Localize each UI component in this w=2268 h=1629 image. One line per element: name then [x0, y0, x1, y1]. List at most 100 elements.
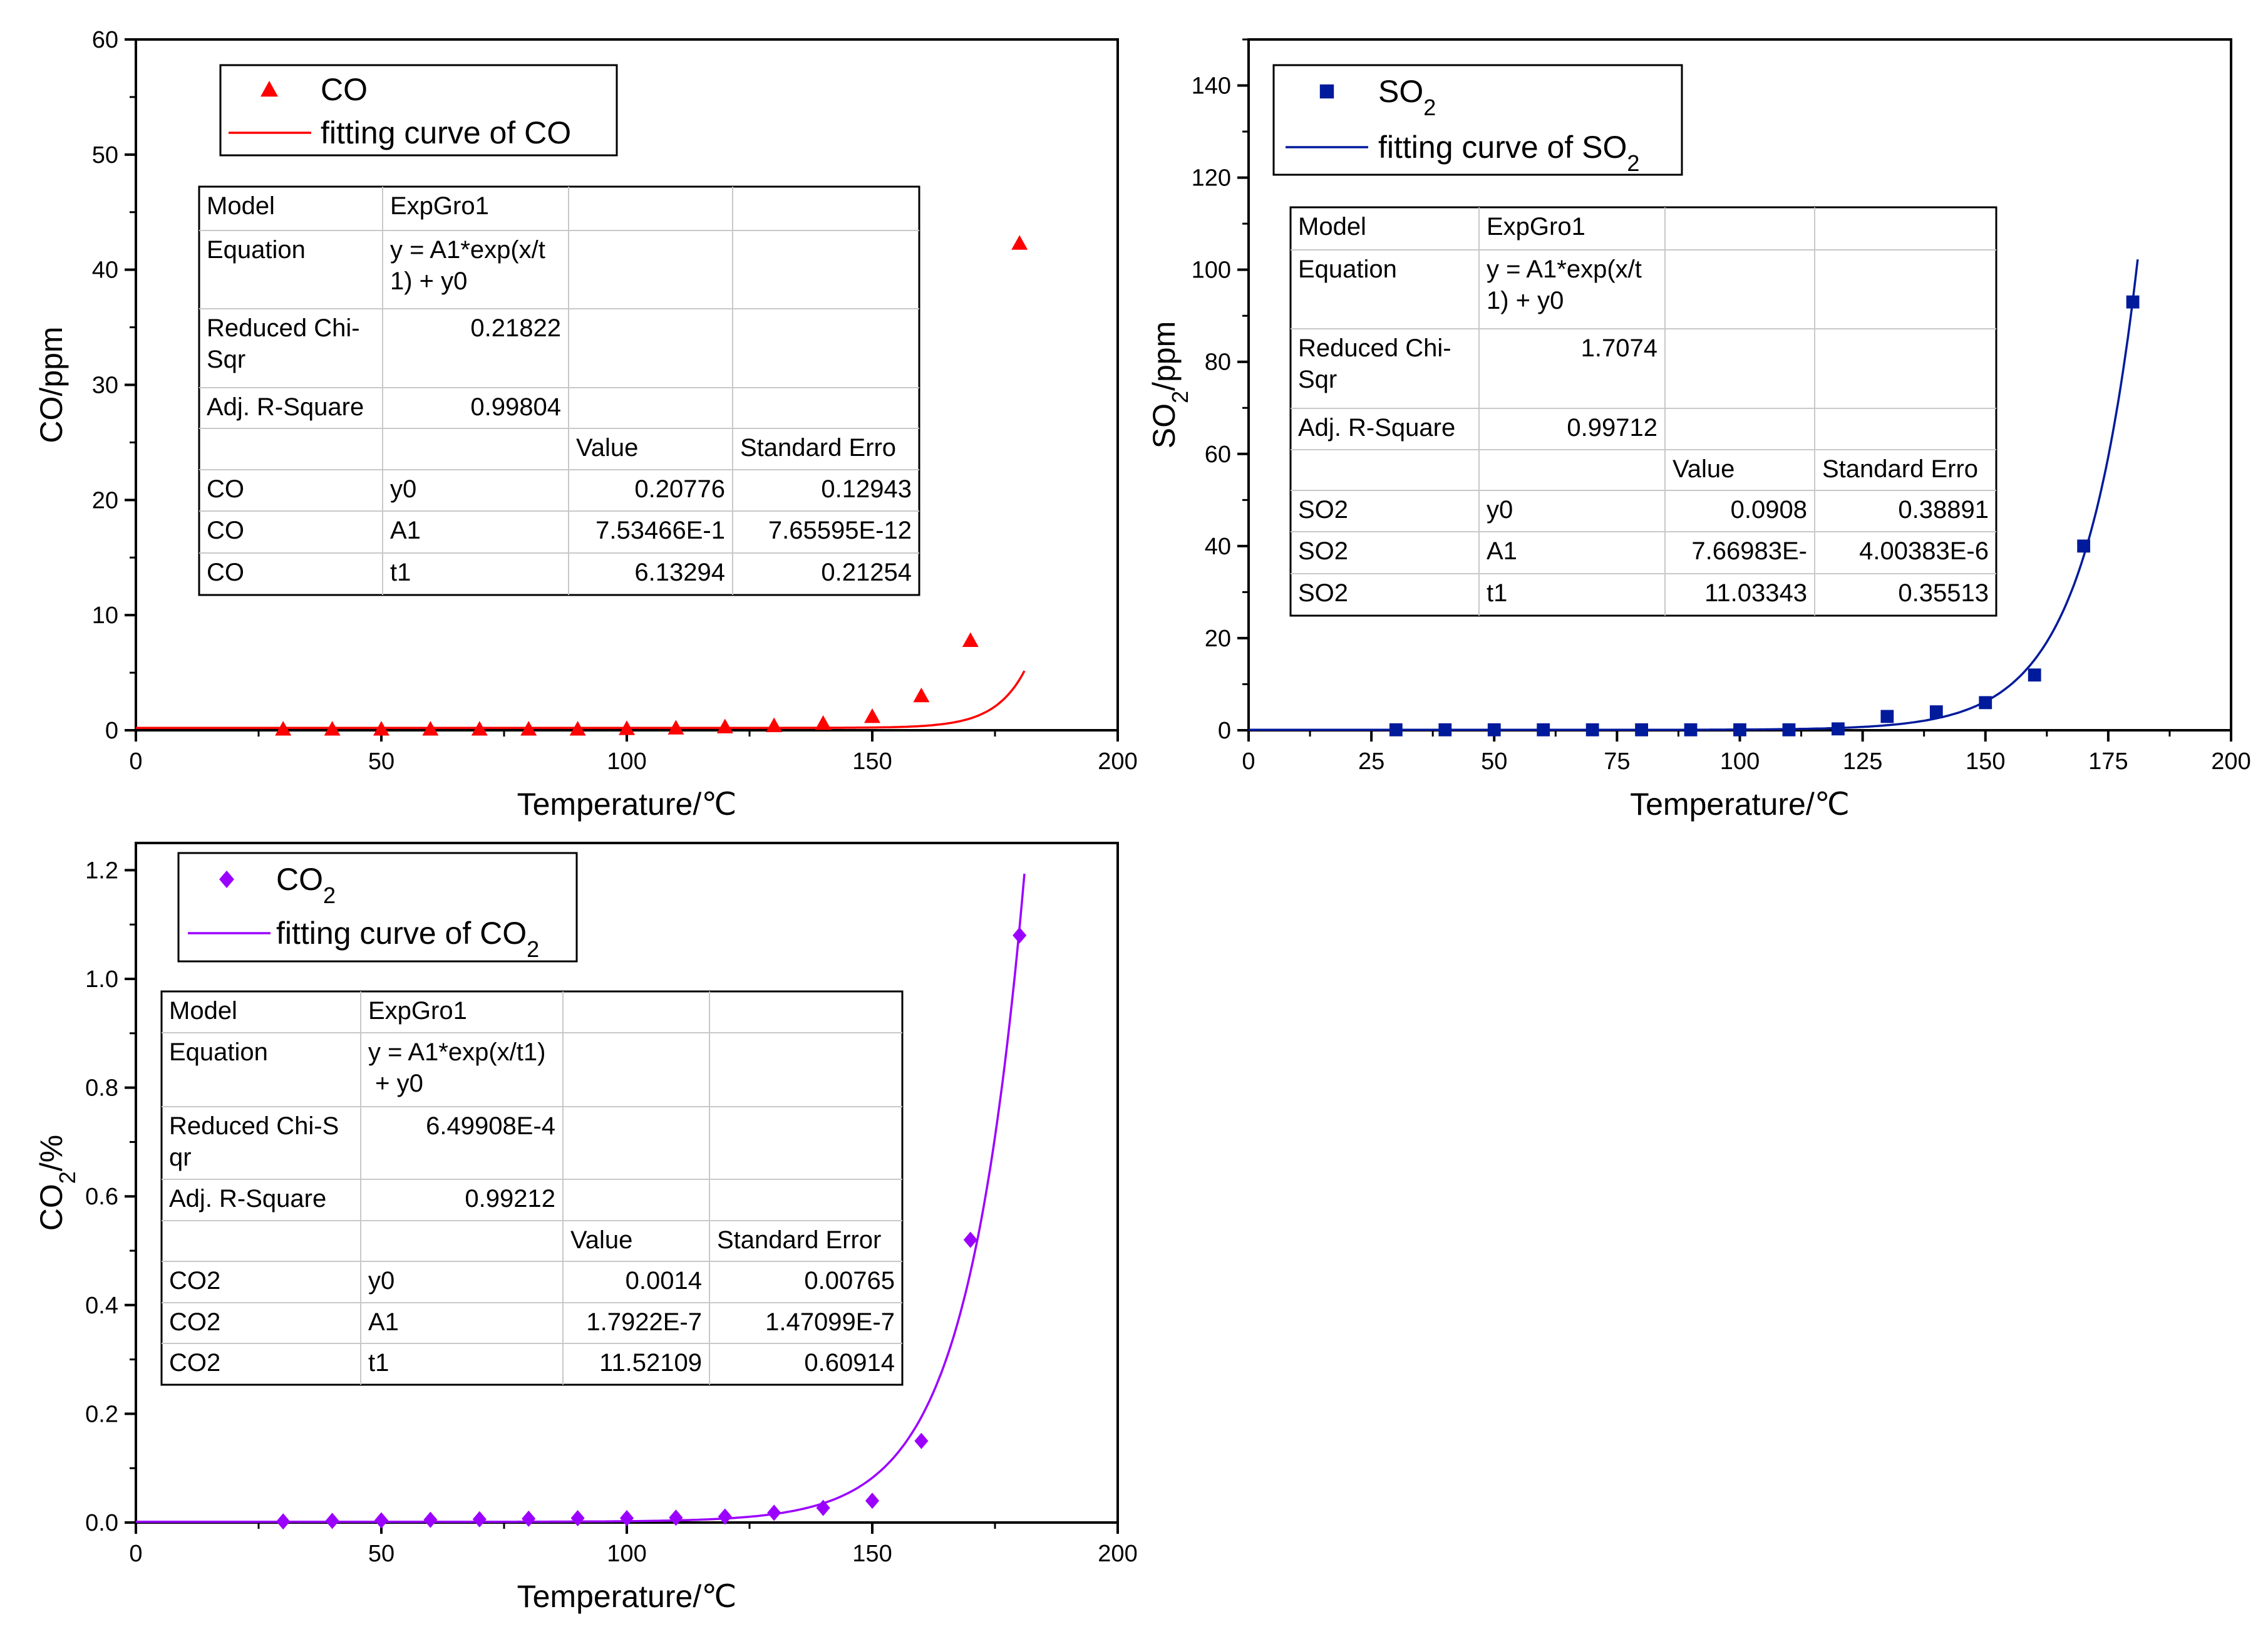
- table-border: [1289, 206, 1997, 617]
- x-tick-label: 100: [607, 1541, 646, 1567]
- data-point: [374, 1512, 389, 1529]
- y-tick-label: 1.0: [85, 966, 118, 993]
- data-point: [766, 717, 783, 733]
- table-cell: y0: [1487, 496, 1513, 524]
- table-cell: SO2: [1298, 496, 1348, 524]
- legend-series-label: SO2: [1378, 74, 1436, 120]
- legend-fit-label: fitting curve of SO2: [1378, 130, 1639, 176]
- table-cell: Standard Erro: [740, 434, 896, 462]
- y-tick-label: 0: [105, 718, 118, 744]
- x-tick-label: 125: [1843, 748, 1882, 775]
- x-tick-label: 50: [368, 748, 394, 775]
- table-cell: Model: [207, 192, 275, 220]
- table-cell: Adj. R-Square: [1298, 414, 1455, 442]
- x-tick-label: 150: [1966, 748, 2005, 775]
- data-point: [422, 721, 439, 736]
- table-cell: 7.65595E-12: [768, 517, 912, 544]
- table-cell: 0.21822: [470, 314, 561, 342]
- table-cell: 0.00765: [804, 1267, 895, 1295]
- data-point: [865, 1492, 880, 1509]
- data-point: [1880, 710, 1894, 723]
- y-tick-label: 30: [92, 373, 118, 399]
- x-tick-label: 150: [852, 1541, 892, 1567]
- y-tick-label: 40: [1205, 534, 1231, 560]
- y-tick-label: 20: [1205, 626, 1231, 652]
- data-point: [1929, 705, 1943, 718]
- data-point: [275, 721, 292, 736]
- data-point: [423, 1511, 438, 1528]
- table-cell: 0.20776: [634, 475, 725, 503]
- table-cell: CO2: [169, 1308, 220, 1336]
- data-point: [522, 1510, 536, 1527]
- fit-curve: [136, 670, 1026, 729]
- x-tick-label: 100: [607, 748, 646, 775]
- table-cell: CO2: [169, 1349, 220, 1377]
- data-point: [471, 721, 488, 736]
- y-axis-label: SO2/ppm: [1147, 321, 1193, 448]
- table-cell: Reduced Chi-Sqr: [207, 314, 360, 373]
- y-tick-label: 20: [92, 487, 118, 514]
- x-tick-label: 0: [1242, 748, 1255, 775]
- table-cell: 0.60914: [804, 1349, 895, 1377]
- data-point: [669, 1509, 683, 1526]
- table-cell: 6.49908E-4: [426, 1112, 555, 1140]
- table-cell: y = A1*exp(x/t1) + y0: [368, 1038, 545, 1097]
- data-point: [570, 1510, 585, 1527]
- table-border: [160, 990, 904, 1386]
- x-tick-label: 25: [1358, 748, 1384, 775]
- table-cell: ExpGro1: [390, 192, 489, 220]
- table-cell: 1.47099E-7: [765, 1308, 895, 1336]
- table-cell: 0.99712: [1567, 414, 1657, 442]
- data-point: [962, 632, 979, 648]
- data-point: [373, 721, 389, 736]
- table-cell: SO2: [1298, 579, 1348, 607]
- data-point: [1782, 723, 1796, 737]
- table-cell: y0: [390, 475, 416, 503]
- legend-box: [177, 852, 578, 963]
- table-cell: t1: [1487, 579, 1507, 607]
- fit-statistics-table: Model ExpGro1 Equation y = A1*exp(x/t1) + y…: [160, 990, 904, 1386]
- table-cell: 0.0014: [626, 1267, 702, 1295]
- table-cell: Model: [169, 997, 237, 1025]
- legend-fit-label: fitting curve of CO2: [276, 916, 539, 962]
- x-axis-label: Temperature/℃: [1630, 787, 1850, 822]
- y-tick-label: 60: [1205, 442, 1231, 468]
- y-tick-label: 0.6: [85, 1184, 118, 1210]
- data-point: [520, 721, 537, 736]
- y-tick-label: 0.8: [85, 1075, 118, 1102]
- x-tick-label: 150: [852, 748, 892, 775]
- data-point: [1585, 723, 1599, 737]
- table-cell: A1: [1487, 537, 1517, 565]
- table-cell: Model: [1298, 213, 1366, 240]
- x-tick-label: 0: [129, 1541, 142, 1567]
- x-tick-label: 175: [2088, 748, 2128, 775]
- data-point: [325, 1513, 339, 1529]
- table-cell: 1.7922E-7: [586, 1308, 702, 1336]
- data-point: [1684, 723, 1698, 737]
- table-cell: 1.7074: [1581, 334, 1657, 362]
- data-point: [1733, 723, 1746, 737]
- data-point: [816, 1499, 830, 1516]
- diamond-icon: [219, 871, 234, 888]
- chart-co2: 0 50 100 150 200 0.0 0.2 0.4 0.6 0.8 1.0 1.2 Tempera…: [34, 842, 1138, 1614]
- table-cell: CO: [207, 517, 244, 544]
- data-point: [1487, 723, 1501, 737]
- data-point: [619, 720, 635, 735]
- y-tick-label: 10: [92, 602, 118, 629]
- table-cell: A1: [390, 517, 421, 544]
- table-cell: SO2: [1298, 537, 1348, 565]
- y-tick-label: 1.2: [85, 857, 118, 884]
- table-cell: 0.35513: [1898, 579, 1989, 607]
- y-tick-label: 140: [1192, 73, 1231, 100]
- table-cell: CO: [207, 559, 244, 586]
- data-point: [2077, 539, 2091, 553]
- data-point: [914, 1432, 929, 1449]
- table-cell: t1: [368, 1349, 389, 1377]
- table-cell: CO: [207, 475, 244, 503]
- table-cell: 7.66983E-: [1691, 537, 1807, 565]
- data-point: [472, 1511, 487, 1528]
- x-axis-label: Temperature/℃: [517, 1579, 737, 1614]
